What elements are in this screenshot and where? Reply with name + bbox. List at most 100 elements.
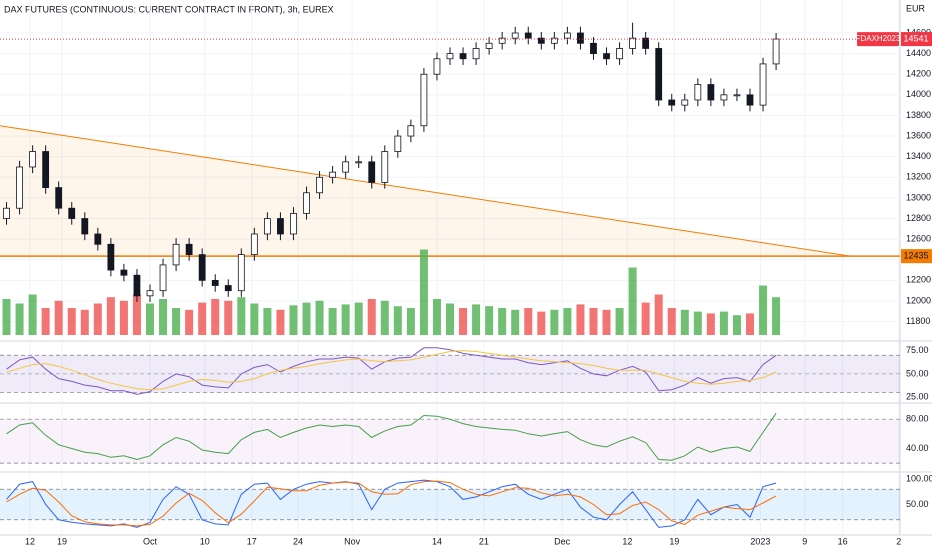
candle-body (250, 233, 258, 256)
volume-bar (511, 309, 520, 335)
volume-bar (119, 300, 128, 335)
volume-bar (576, 304, 585, 335)
candle-body (81, 218, 89, 235)
y-tick-label: 13200 (906, 172, 931, 182)
candle-body (172, 243, 180, 266)
candle-body (368, 161, 376, 183)
candle-body (290, 212, 297, 235)
y-tick-label: 75.00 (906, 345, 929, 355)
volume-bar (432, 299, 441, 335)
level-label-box (901, 249, 932, 264)
x-tick-label: 12 (25, 536, 35, 546)
y-tick-label: 80.00 (906, 414, 929, 424)
volume-bar (654, 294, 663, 335)
candle-body (550, 37, 558, 44)
x-tick-label: 24 (293, 536, 303, 546)
candle-body (720, 94, 728, 101)
currency: EUR (906, 3, 926, 13)
candle-body (133, 274, 141, 297)
candle-body (524, 32, 532, 39)
volume-bar (485, 306, 494, 335)
x-tick-label: 9 (802, 536, 807, 546)
candle-body (563, 32, 571, 39)
y-tick-label: 14200 (906, 69, 931, 79)
volume-bar (80, 309, 89, 335)
volume-bar (302, 302, 311, 335)
candle-body (759, 63, 767, 106)
candle-body (16, 166, 23, 209)
x-tick-label: 17 (247, 536, 257, 546)
candle-body (485, 42, 493, 49)
volume-bar (498, 308, 507, 335)
chart-title: DAX FUTURES (CONTINUOUS: CURRENT CONTRAC… (4, 4, 334, 14)
x-tick-label: Dec (554, 536, 571, 546)
candle-body (303, 192, 310, 214)
candle-body (407, 125, 415, 137)
candle-body (590, 42, 597, 55)
y-tick-label: 12600 (906, 234, 931, 244)
candle-body (577, 32, 584, 44)
candle-body (420, 73, 428, 127)
candle-body (446, 53, 454, 60)
candle-body (655, 48, 663, 101)
y-tick-label: 100.00 (906, 473, 932, 483)
volume-bar (211, 299, 220, 335)
candle-body (733, 94, 741, 97)
candle-body (146, 290, 154, 297)
y-tick-label: 14000 (906, 89, 931, 99)
y-tick-label: 25.00 (906, 392, 929, 402)
x-tick-label: 21 (479, 536, 489, 546)
candle-body (224, 285, 232, 292)
price-label: 14541 (903, 33, 928, 43)
candle-body (107, 243, 115, 271)
volume-bar (589, 308, 598, 335)
candle-body (381, 151, 389, 183)
x-tick-label: 14 (432, 536, 442, 546)
volume-bar (524, 308, 533, 335)
y-tick-label: 12000 (906, 295, 931, 305)
y-tick-label: 13400 (906, 151, 931, 161)
candle-body (433, 58, 441, 75)
volume-bar (67, 308, 76, 335)
candle-body (68, 207, 76, 219)
volume-bar (667, 308, 676, 335)
candle-body (511, 32, 519, 39)
volume-bar (341, 304, 350, 335)
candle-body (498, 37, 506, 44)
candle-body (159, 264, 167, 292)
volume-bar (759, 285, 768, 335)
volume-bar (472, 304, 481, 335)
x-tick-label: 19 (669, 536, 679, 546)
volume-bar (380, 300, 389, 335)
indicator-line (6, 413, 777, 461)
candle-body (616, 48, 623, 60)
volume-bar (406, 308, 415, 335)
volume-bar (419, 249, 428, 335)
candle-body (694, 84, 702, 101)
candle-body (603, 53, 610, 60)
candle-body (459, 53, 467, 60)
volume-bar (615, 308, 624, 335)
y-tick-label: 14400 (906, 48, 931, 58)
volume-bar (172, 308, 181, 335)
y-tick-label: 12200 (906, 275, 931, 285)
volume-bar (641, 302, 650, 335)
volume-bar (15, 303, 24, 335)
indicator-line (6, 479, 777, 528)
candle-body (211, 279, 219, 286)
candle-body (120, 269, 128, 276)
x-tick-label: 19 (57, 536, 67, 546)
volume-bar (602, 309, 611, 335)
volume-bar (680, 309, 689, 335)
candle-body (668, 99, 676, 106)
volume-bar (693, 311, 702, 335)
volume-bar (41, 308, 50, 335)
volume-bar (772, 297, 781, 335)
volume-bar (185, 309, 194, 335)
candle-body (681, 99, 689, 106)
volume-bar (224, 300, 233, 335)
volume-bar (393, 306, 402, 335)
volume-bar (159, 299, 168, 335)
